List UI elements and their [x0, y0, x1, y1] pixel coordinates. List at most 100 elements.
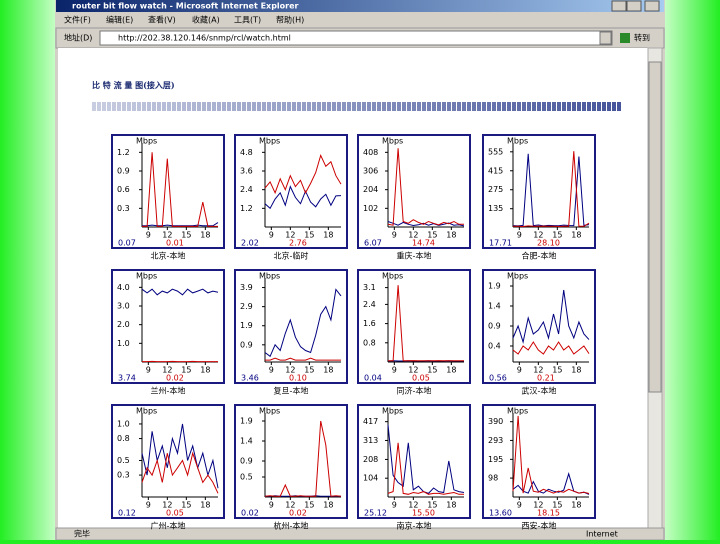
divider-block: [432, 102, 436, 111]
x-tick-label: 18: [323, 366, 333, 375]
station-label: 合肥-本地: [522, 251, 557, 261]
x-tick-label: 18: [446, 501, 456, 510]
scroll-thumb[interactable]: [649, 62, 661, 392]
page-heading: 比 特 流 量 图(接入层): [92, 80, 175, 90]
x-tick-label: 18: [323, 231, 333, 240]
divider-block: [472, 102, 476, 111]
divider-block: [342, 102, 346, 111]
y-tick-label: 104: [363, 474, 378, 483]
current-reading: 3.46: [241, 374, 259, 383]
menu-item[interactable]: 编辑(E): [106, 15, 133, 25]
divider-block: [142, 102, 146, 111]
divider-block: [187, 102, 191, 111]
divider-block: [112, 102, 116, 111]
url: http://202.38.120.146/snmp/rcl/watch.htm…: [118, 34, 291, 43]
divider-block: [377, 102, 381, 111]
divider-block: [207, 102, 211, 111]
y-tick-label: 390: [488, 417, 503, 426]
current-reading: 3.74: [118, 374, 136, 383]
y-tick-label: 208: [363, 455, 378, 464]
divider-block: [532, 102, 536, 111]
y-tick-label: 0.9: [240, 457, 253, 466]
divider-block: [517, 102, 521, 111]
y-tick-label: 417: [363, 417, 378, 426]
menu-item[interactable]: 收藏(A): [192, 15, 220, 25]
unit-label: Mbps: [136, 137, 157, 146]
divider-block: [557, 102, 561, 111]
x-tick-label: 18: [571, 501, 581, 510]
current-reading: 0.07: [118, 239, 136, 248]
divider-block: [392, 102, 396, 111]
divider-block: [607, 102, 611, 111]
divider-block: [462, 102, 466, 111]
current-reading: 15.50: [412, 509, 435, 518]
divider-block: [397, 102, 401, 111]
go-button[interactable]: 转到: [634, 33, 650, 43]
station-label: 重庆-本地: [397, 251, 432, 261]
divider-block: [617, 102, 621, 111]
menu-item[interactable]: 查看(V): [148, 15, 176, 25]
divider-block: [497, 102, 501, 111]
divider-block: [597, 102, 601, 111]
divider-block: [162, 102, 166, 111]
x-tick-label: 9: [392, 366, 397, 375]
x-tick-label: 9: [517, 231, 522, 240]
divider-block: [542, 102, 546, 111]
divider-block: [192, 102, 196, 111]
y-tick-label: 0.3: [117, 471, 130, 480]
current-reading: 0.10: [289, 374, 307, 383]
y-tick-label: 408: [363, 148, 378, 157]
station-label: 同济-本地: [397, 386, 432, 396]
window-title: router bit flow watch - Microsoft Intern…: [72, 2, 299, 11]
menu-item[interactable]: 帮助(H): [276, 15, 304, 25]
address-dropdown[interactable]: [600, 32, 611, 44]
divider-block: [327, 102, 331, 111]
unit-label: Mbps: [382, 137, 403, 146]
divider-block: [417, 102, 421, 111]
divider-block: [307, 102, 311, 111]
y-tick-label: 415: [488, 166, 503, 175]
y-tick-label: 0.9: [488, 322, 501, 331]
y-tick-label: 275: [488, 185, 503, 194]
divider-block: [197, 102, 201, 111]
y-tick-label: 1.9: [240, 417, 253, 426]
divider-block: [277, 102, 281, 111]
close-button[interactable]: [645, 1, 659, 11]
address-label: 地址(D): [64, 33, 92, 43]
divider-block: [412, 102, 416, 111]
divider-block: [407, 102, 411, 111]
y-tick-label: 2.9: [240, 302, 253, 311]
divider-block: [457, 102, 461, 111]
divider-block: [132, 102, 136, 111]
divider-block: [402, 102, 406, 111]
divider-block: [217, 102, 221, 111]
divider-block: [222, 102, 226, 111]
divider-block: [317, 102, 321, 111]
menu-item[interactable]: 工具(T): [234, 16, 261, 25]
current-reading: 18.15: [537, 509, 560, 518]
x-tick-label: 9: [269, 231, 274, 240]
unit-label: Mbps: [382, 407, 403, 416]
x-tick-label: 18: [200, 231, 210, 240]
menu-item[interactable]: 文件(F): [64, 15, 91, 25]
divider-block: [592, 102, 596, 111]
go-icon[interactable]: [620, 33, 630, 43]
x-tick-label: 9: [517, 501, 522, 510]
x-tick-label: 18: [200, 366, 210, 375]
x-tick-label: 18: [446, 366, 456, 375]
divider-block: [522, 102, 526, 111]
station-label: 南京-本地: [397, 521, 432, 531]
minimize-button[interactable]: [612, 1, 626, 11]
divider-block: [537, 102, 541, 111]
divider-block: [232, 102, 236, 111]
divider-block: [602, 102, 606, 111]
y-tick-label: 102: [363, 204, 378, 213]
current-reading: 14.74: [412, 239, 435, 248]
y-tick-label: 1.0: [117, 339, 130, 348]
current-reading: 17.71: [489, 239, 512, 248]
current-reading: 6.07: [364, 239, 382, 248]
unit-label: Mbps: [259, 407, 280, 416]
y-tick-label: 2.4: [363, 300, 376, 309]
maximize-button[interactable]: [627, 1, 641, 11]
divider-block: [257, 102, 261, 111]
